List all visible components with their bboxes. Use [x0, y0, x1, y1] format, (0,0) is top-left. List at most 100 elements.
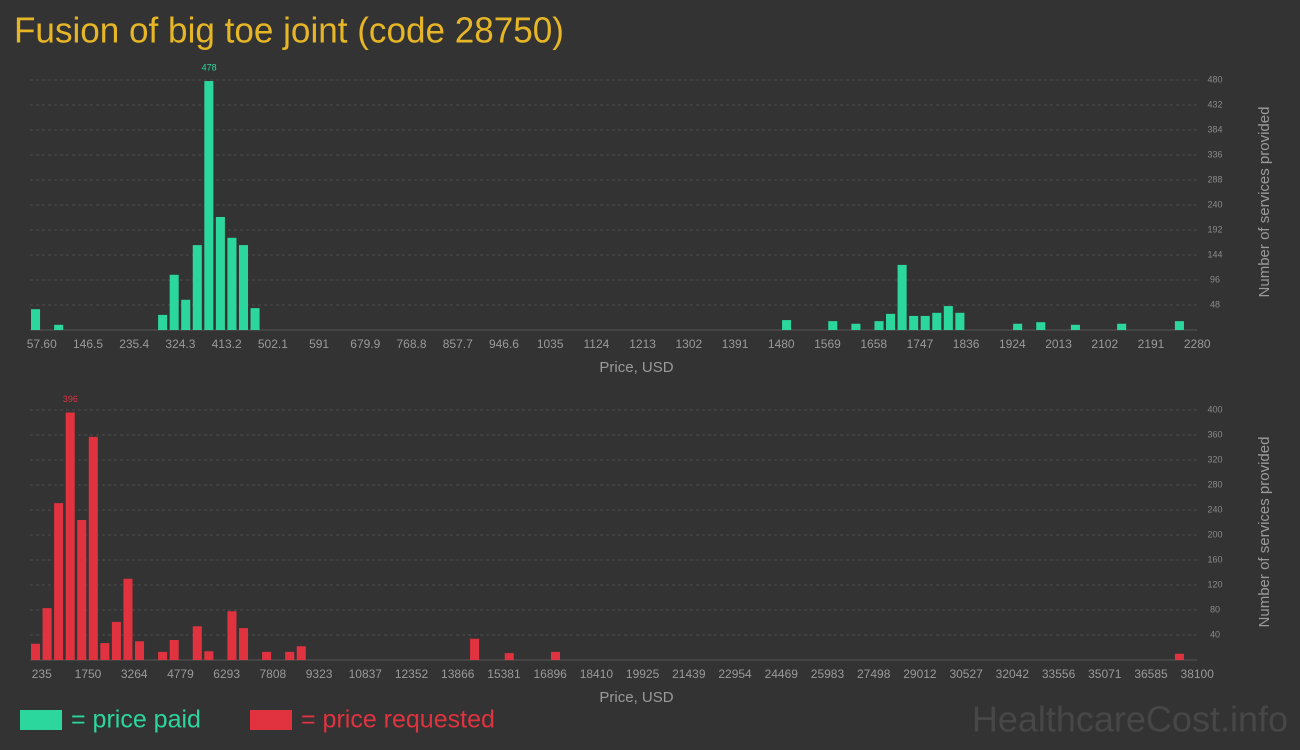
- bar: [1174, 653, 1184, 660]
- bar: [296, 646, 306, 660]
- x-tick-label: 1747: [907, 337, 934, 351]
- x-tick-label: 679.9: [350, 337, 380, 351]
- y-tick-label: 320: [1207, 454, 1222, 464]
- bar: [31, 309, 41, 330]
- x-tick-label: 2280: [1184, 337, 1211, 351]
- x-tick-label: 4779: [167, 667, 194, 681]
- bar: [134, 641, 145, 660]
- value-label: 478: [202, 62, 217, 72]
- x-tick-label: 9323: [306, 667, 333, 681]
- x-tick-label: 12352: [395, 667, 429, 681]
- y-tick-label: 240: [1207, 199, 1222, 209]
- title: Fusion of big toe joint (code 28750): [14, 10, 564, 51]
- y-tick-label: 280: [1207, 479, 1222, 489]
- x-tick-label: 1124: [583, 337, 609, 351]
- bar: [215, 216, 225, 330]
- x-tick-label: 57.60: [27, 337, 57, 351]
- bar: [504, 653, 514, 660]
- x-tick-label: 38100: [1181, 667, 1215, 681]
- y-tick-label: 96: [1210, 274, 1220, 284]
- x-tick-label: 21439: [672, 667, 706, 681]
- bar: [897, 264, 907, 330]
- y-tick-label: 48: [1210, 299, 1220, 309]
- x-tick-label: 591: [309, 337, 329, 351]
- bar: [227, 237, 237, 330]
- x-tick-label: 36585: [1134, 667, 1168, 681]
- x-tick-label: 24469: [765, 667, 799, 681]
- x-tick-label: 2013: [1045, 337, 1072, 351]
- y-tick-label: 336: [1207, 149, 1222, 159]
- y-tick-label: 144: [1207, 249, 1222, 259]
- x-tick-label: 235: [32, 667, 52, 681]
- x-tick-label: 33556: [1042, 667, 1076, 681]
- x-tick-label: 29012: [903, 667, 937, 681]
- x-tick-label: 7808: [260, 667, 287, 681]
- x-tick-label: 1750: [75, 667, 102, 681]
- y-axis-label: Number of services provided: [1256, 437, 1273, 628]
- bar: [238, 628, 249, 660]
- x-tick-label: 15381: [487, 667, 521, 681]
- bar: [204, 651, 214, 660]
- x-tick-label: 1391: [722, 337, 749, 351]
- legend-swatch: [250, 710, 292, 730]
- x-tick-label: 1035: [537, 337, 564, 351]
- y-tick-label: 240: [1207, 504, 1222, 514]
- bar: [158, 314, 168, 330]
- x-tick-label: 35071: [1088, 667, 1122, 681]
- x-tick-label: 25983: [811, 667, 845, 681]
- bar: [42, 608, 52, 660]
- bar: [782, 320, 792, 330]
- bar: [886, 313, 896, 330]
- x-tick-label: 1836: [953, 337, 980, 351]
- bar: [65, 412, 75, 660]
- x-tick-label: 1569: [814, 337, 841, 351]
- bar: [169, 640, 179, 660]
- bar: [31, 643, 41, 660]
- y-tick-label: 360: [1207, 429, 1222, 439]
- value-label: 396: [63, 394, 78, 404]
- bar: [851, 323, 861, 330]
- bar: [1036, 322, 1046, 330]
- bar: [111, 621, 121, 660]
- x-tick-label: 19925: [626, 667, 660, 681]
- x-tick-label: 3264: [121, 667, 148, 681]
- x-tick-label: 13866: [441, 667, 475, 681]
- x-tick-label: 324.3: [165, 337, 195, 351]
- x-axis-label: Price, USD: [599, 689, 673, 706]
- x-tick-label: 32042: [996, 667, 1030, 681]
- bar: [54, 324, 64, 330]
- y-tick-label: 480: [1207, 74, 1222, 84]
- bar: [1117, 323, 1127, 330]
- x-tick-label: 10837: [349, 667, 383, 681]
- x-tick-label: 30527: [949, 667, 983, 681]
- x-tick-label: 27498: [857, 667, 891, 681]
- bar: [54, 503, 64, 660]
- x-tick-label: 768.8: [397, 337, 427, 351]
- legend-swatch: [20, 710, 62, 730]
- y-tick-label: 432: [1207, 99, 1222, 109]
- bar: [943, 306, 953, 330]
- bar: [955, 312, 965, 330]
- x-tick-label: 1658: [860, 337, 887, 351]
- y-tick-label: 160: [1207, 554, 1222, 564]
- y-tick-label: 400: [1207, 404, 1222, 414]
- x-tick-label: 6293: [213, 667, 240, 681]
- legend-label: = price paid: [71, 706, 201, 734]
- bar: [1013, 323, 1023, 330]
- bar: [874, 321, 884, 330]
- x-tick-label: 1302: [675, 337, 702, 351]
- bar: [1070, 324, 1080, 330]
- bar: [77, 520, 87, 660]
- bar: [909, 315, 919, 330]
- y-tick-label: 288: [1207, 174, 1222, 184]
- y-tick-label: 192: [1207, 224, 1222, 234]
- y-tick-label: 120: [1207, 579, 1222, 589]
- x-tick-label: 235.4: [119, 337, 149, 351]
- bar: [238, 245, 249, 330]
- bar: [204, 81, 214, 331]
- bar: [100, 643, 110, 660]
- bar: [920, 315, 930, 330]
- x-tick-label: 2191: [1138, 337, 1165, 351]
